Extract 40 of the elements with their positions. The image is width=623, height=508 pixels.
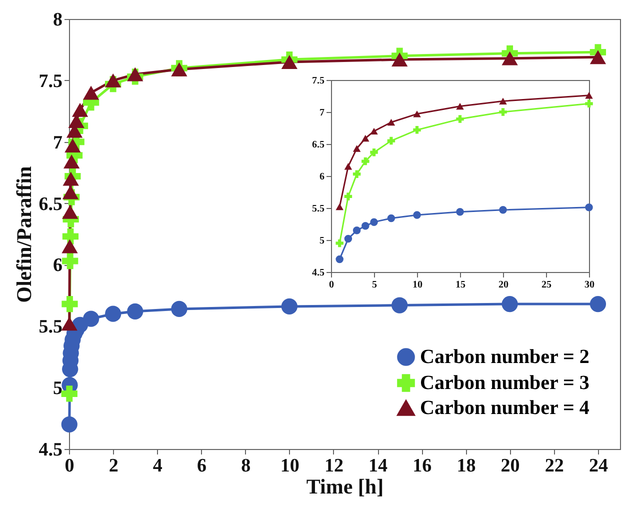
x-tick-label: 0 <box>329 280 334 290</box>
y-tick-label: 7.5 <box>312 76 324 86</box>
x-tick-label: 12 <box>324 456 344 476</box>
y-tick-label: 4.5 <box>312 268 324 278</box>
y-tick-label: 6 <box>53 255 62 276</box>
legend-label: Carbon number = 2 <box>420 346 590 368</box>
x-tick-label: 4 <box>152 456 163 476</box>
legend-label: Carbon number = 4 <box>420 397 590 419</box>
x-tick-label: 18 <box>456 456 476 476</box>
x-tick-label: 2 <box>108 456 118 476</box>
y-tick-label: 4.5 <box>38 440 62 460</box>
y-tick-label: 6.5 <box>312 140 324 150</box>
x-tick-label: 10 <box>412 280 422 290</box>
x-tick-label: 20 <box>500 456 520 476</box>
x-axis-title: Time [h] <box>306 474 384 498</box>
legend-label: Carbon number = 3 <box>420 372 590 394</box>
x-tick-label: 0 <box>64 456 74 476</box>
x-tick-label: 6 <box>196 456 206 476</box>
y-tick-label: 7 <box>53 132 63 154</box>
y-tick-label: 5 <box>320 236 324 246</box>
y-tick-label: 5.5 <box>38 316 62 338</box>
x-tick-label: 5 <box>372 280 377 290</box>
y-tick-label: 6 <box>320 172 324 182</box>
y-tick-label: 7.5 <box>38 70 62 92</box>
y-tick-label: 7 <box>320 108 324 118</box>
x-tick-label: 25 <box>542 280 552 290</box>
x-tick-label: 24 <box>588 456 608 476</box>
x-tick-label: 20 <box>498 280 508 290</box>
y-tick-label: 5.5 <box>312 204 324 214</box>
x-tick-label: 8 <box>241 456 251 476</box>
y-tick-label: 5 <box>53 378 62 400</box>
x-tick-label: 10 <box>280 456 300 476</box>
x-tick-label: 22 <box>544 456 564 476</box>
x-tick-label: 14 <box>368 456 388 476</box>
y-tick-label: 6.5 <box>38 194 62 215</box>
x-tick-label: 16 <box>412 456 432 476</box>
x-tick-label: 30 <box>584 280 594 290</box>
y-tick-label: 8 <box>53 10 62 30</box>
y-axis-title: Olefin/Paraffin <box>12 166 36 303</box>
x-tick-label: 15 <box>456 280 466 290</box>
